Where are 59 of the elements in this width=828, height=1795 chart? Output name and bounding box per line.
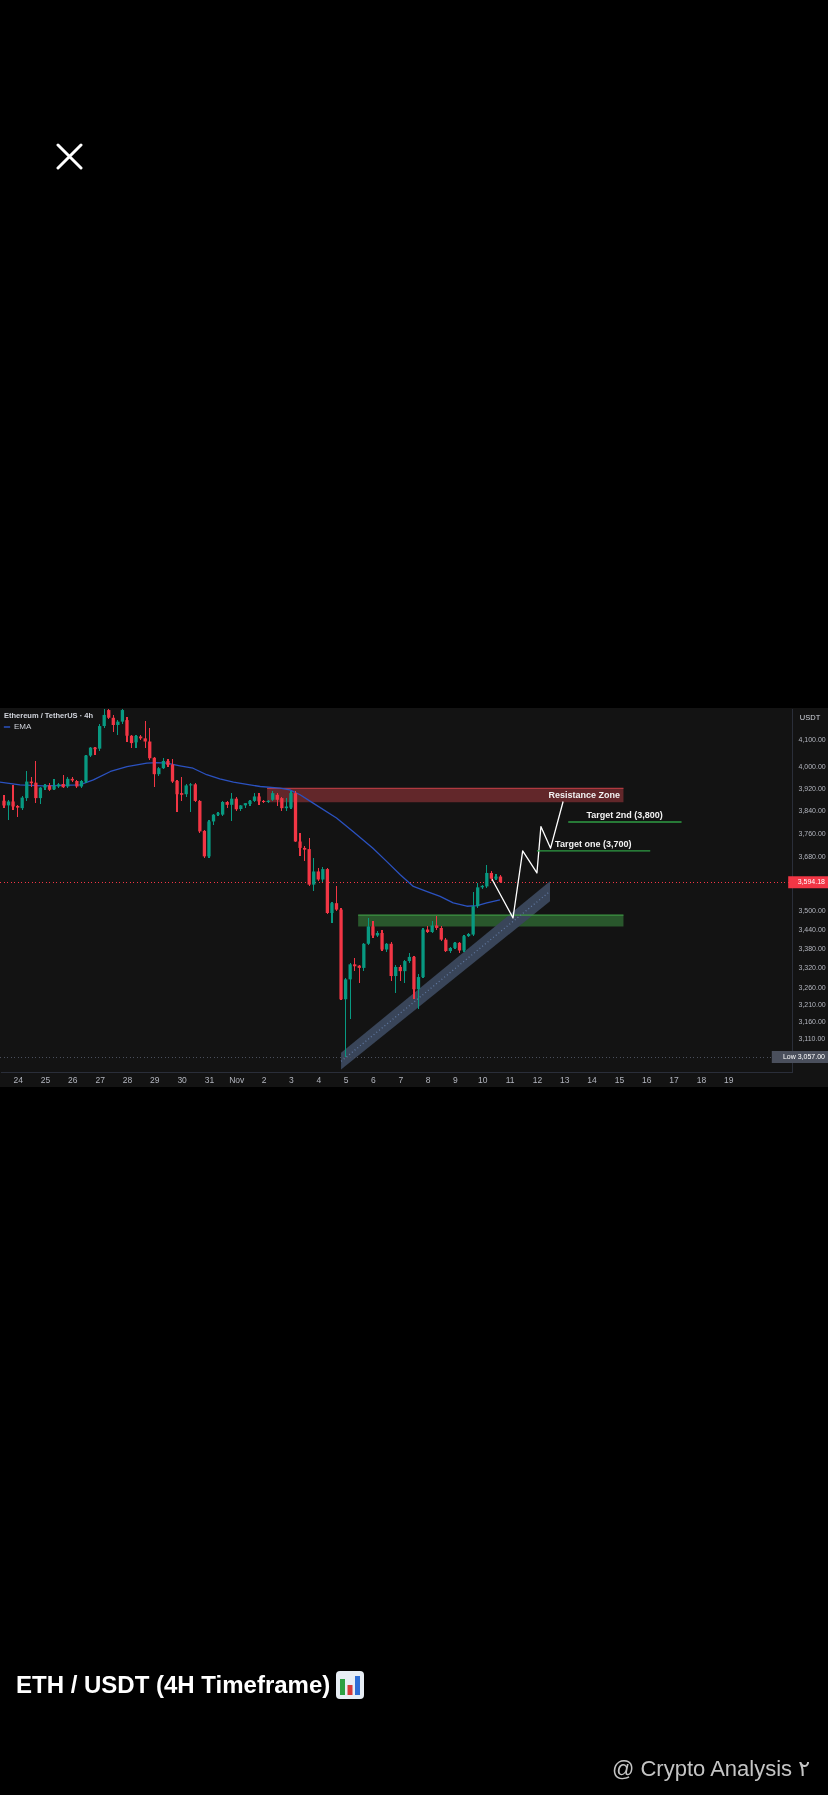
x-tick-label: Nov <box>229 1074 246 1085</box>
candlestick <box>334 885 339 912</box>
x-tick-label: 24 <box>13 1074 24 1085</box>
legend-label: EMA <box>14 722 32 731</box>
x-tick-label: 17 <box>669 1074 680 1085</box>
x-tick-label: 16 <box>642 1074 652 1085</box>
x-tick-label: 5 <box>343 1074 349 1085</box>
candlestick <box>403 959 407 984</box>
x-tick-label: 25 <box>40 1074 51 1085</box>
candlestick <box>34 760 38 804</box>
candlestick <box>143 720 147 749</box>
candlestick <box>394 964 398 994</box>
candlestick <box>6 799 11 821</box>
x-tick-label: 12 <box>532 1074 543 1085</box>
x-tick-label: 14 <box>587 1074 598 1085</box>
x-tick-label: 11 <box>505 1074 515 1085</box>
candlestick <box>52 778 56 791</box>
x-tick-label: 30 <box>177 1074 188 1085</box>
candlestick <box>97 723 102 752</box>
x-tick-label: 31 <box>204 1074 215 1085</box>
x-tick-label: 6 <box>371 1074 377 1085</box>
x-tick-label: 13 <box>560 1074 570 1085</box>
candlestick <box>312 857 316 892</box>
candlestick <box>11 784 15 811</box>
text: ETH / USDT (4H Timeframe) <box>16 1671 331 1699</box>
x-tick-label: 26 <box>68 1074 78 1085</box>
annotation: Target one (3,700) <box>555 838 632 849</box>
x-tick-label: 7 <box>398 1074 404 1085</box>
x-tick-label: 10 <box>478 1074 488 1085</box>
text: @ Crypto Analysis ٢ <box>611 1756 810 1782</box>
candlestick <box>380 928 384 952</box>
candlestick <box>348 962 352 1020</box>
candlestick <box>179 776 184 803</box>
candlestick <box>366 917 371 946</box>
candlestick <box>298 831 302 857</box>
x-tick-label: 8 <box>425 1074 431 1085</box>
candlestick <box>494 873 498 882</box>
candlestick <box>193 782 197 803</box>
candlestick <box>230 792 234 823</box>
candlestick <box>125 716 129 743</box>
x-tick-label: 18 <box>696 1074 707 1085</box>
x-tick-label: 3 <box>289 1074 295 1085</box>
annotation: Target 2nd (3,800) <box>586 810 663 821</box>
candlestick <box>330 901 334 924</box>
x-tick-label: 9 <box>453 1074 459 1085</box>
candlestick <box>257 792 261 806</box>
x-tick-label: 27 <box>95 1074 106 1085</box>
annotation: Resistance Zone <box>548 790 620 801</box>
x-tick-label: 29 <box>150 1074 160 1085</box>
x-tick-label: 15 <box>614 1074 625 1085</box>
candlestick <box>343 977 348 1058</box>
x-tick-label: 2 <box>261 1074 267 1085</box>
x-tick-label: 4 <box>316 1074 322 1085</box>
candlestick <box>416 973 421 1010</box>
x-tick-label: 19 <box>724 1074 734 1085</box>
candlestick <box>116 719 120 736</box>
candlestick <box>2 794 6 809</box>
x-tick-label: 28 <box>122 1074 133 1085</box>
candlestick <box>476 882 480 909</box>
